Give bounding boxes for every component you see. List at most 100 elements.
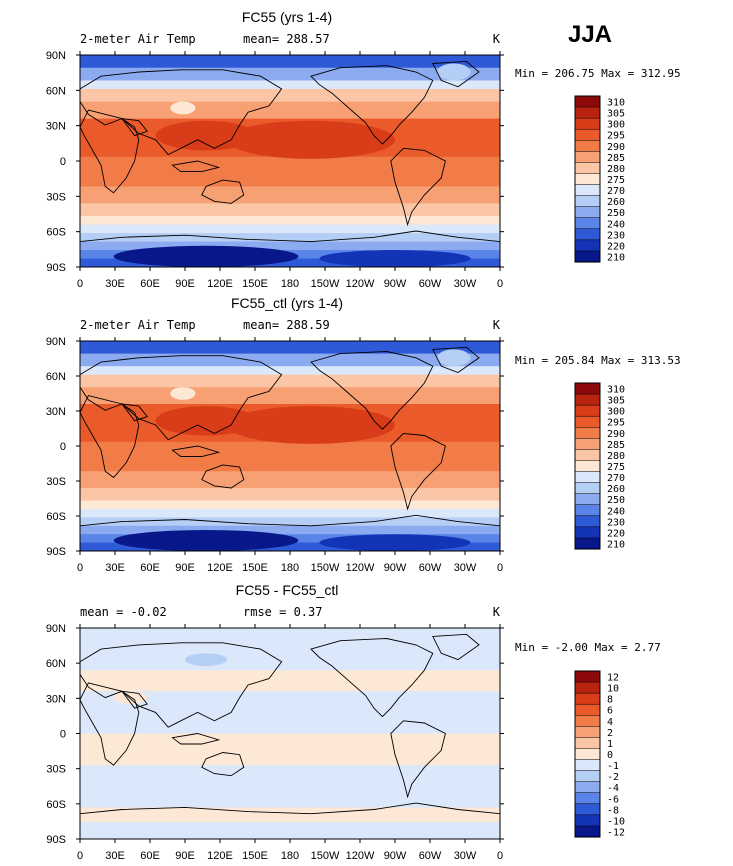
min-max-stats: Min = 205.84 Max = 313.53 bbox=[515, 354, 681, 367]
lat-tick-label: 60S bbox=[46, 511, 66, 523]
coastline bbox=[201, 464, 245, 489]
colorbar-label: 305 bbox=[607, 109, 625, 120]
lon-tick-label: 150E bbox=[242, 278, 268, 290]
temperature-band bbox=[80, 500, 500, 510]
colorbar-swatch bbox=[574, 703, 601, 716]
lon-tick-label: 90E bbox=[175, 562, 195, 574]
lon-tick-label: 0 bbox=[77, 278, 83, 290]
colorbar-label: 12 bbox=[607, 673, 619, 684]
cool-anomaly bbox=[185, 653, 227, 666]
map-area bbox=[80, 55, 500, 267]
lat-tick-label: 0 bbox=[60, 156, 66, 168]
colorbar-swatch bbox=[574, 803, 601, 816]
coastline bbox=[171, 160, 221, 173]
colorbar-swatch bbox=[574, 404, 601, 417]
coastline bbox=[80, 802, 500, 839]
colorbar-label: 210 bbox=[607, 539, 625, 550]
colorbar-frame bbox=[574, 382, 601, 550]
temperature-band bbox=[80, 366, 500, 376]
colorbar-swatch bbox=[574, 748, 601, 761]
lon-tick-label: 90E bbox=[175, 850, 195, 862]
panel-left-label: mean = -0.02 bbox=[80, 605, 167, 619]
coastline bbox=[390, 432, 446, 511]
colorbar-label: -8 bbox=[607, 805, 619, 816]
panel-title: FC55 - FC55_ctl bbox=[236, 582, 339, 598]
lon-tick-label: 60W bbox=[419, 850, 442, 862]
colorbar-swatch bbox=[574, 128, 601, 141]
colorbar-label: -12 bbox=[607, 827, 625, 838]
lon-tick-label: 60E bbox=[140, 562, 160, 574]
lon-tick-label: 120E bbox=[207, 850, 233, 862]
cold-core bbox=[113, 530, 299, 551]
colorbar-swatch bbox=[574, 726, 601, 738]
colorbar-swatch bbox=[574, 140, 601, 152]
lon-tick-label: 30W bbox=[454, 850, 477, 862]
colorbar-swatch bbox=[574, 162, 601, 175]
lon-tick-label: 150E bbox=[242, 562, 268, 574]
colorbar-swatch bbox=[574, 195, 601, 208]
temperature-band bbox=[80, 101, 500, 120]
lat-tick-label: 60N bbox=[46, 658, 66, 670]
temperature-band bbox=[80, 441, 500, 472]
lat-tick-label: 30N bbox=[46, 693, 66, 705]
lon-tick-label: 30E bbox=[105, 850, 125, 862]
colorbar-label: 275 bbox=[607, 462, 625, 473]
temperature-band bbox=[80, 55, 500, 69]
colorbar-label: 280 bbox=[607, 451, 625, 462]
lon-tick-label: 90W bbox=[384, 278, 407, 290]
lat-tick-label: 30S bbox=[46, 191, 66, 203]
coastline bbox=[310, 638, 434, 718]
temperature-band bbox=[80, 765, 500, 808]
lon-tick-label: 180 bbox=[281, 278, 299, 290]
temperature-band bbox=[80, 224, 500, 234]
temperature-band bbox=[80, 471, 500, 489]
colorbar-swatch bbox=[574, 825, 601, 838]
temperature-band bbox=[80, 80, 500, 90]
colorbar-label: 230 bbox=[607, 230, 625, 241]
warm-pool bbox=[227, 120, 395, 159]
temperature-band bbox=[80, 341, 500, 355]
temperature-band bbox=[80, 241, 500, 251]
colorbar-label: 210 bbox=[607, 252, 625, 263]
coastline bbox=[201, 752, 245, 777]
coastline bbox=[201, 179, 245, 204]
lon-tick-label: 120E bbox=[207, 278, 233, 290]
min-max-stats: Min = 206.75 Max = 312.95 bbox=[515, 67, 681, 80]
panel-left-label: 2-meter Air Temp bbox=[80, 32, 196, 46]
warm-anomaly bbox=[113, 691, 148, 704]
colorbar-label: 295 bbox=[607, 131, 625, 142]
lon-tick-label: 90W bbox=[384, 562, 407, 574]
lat-tick-label: 90S bbox=[46, 262, 66, 274]
colorbar-swatch bbox=[574, 482, 601, 495]
lat-tick-label: 60S bbox=[46, 799, 66, 811]
colorbar-swatch bbox=[574, 393, 601, 406]
min-max-stats: Min = -2.00 Max = 2.77 bbox=[515, 641, 661, 654]
colorbar-frame bbox=[574, 95, 601, 263]
lon-tick-label: 60E bbox=[140, 850, 160, 862]
colorbar-label: 280 bbox=[607, 164, 625, 175]
colorbar-swatch bbox=[574, 670, 601, 683]
colorbar-swatch bbox=[574, 117, 601, 130]
colorbar-swatch bbox=[574, 471, 601, 484]
colorbar-label: 260 bbox=[607, 484, 625, 495]
lon-tick-label: 120E bbox=[207, 562, 233, 574]
warm-pool bbox=[227, 406, 395, 444]
lat-tick-label: 30N bbox=[46, 121, 66, 133]
colorbar-swatch bbox=[574, 770, 601, 783]
colorbar-swatch bbox=[574, 537, 601, 550]
colorbar-swatch bbox=[574, 759, 601, 772]
colorbar-label: -4 bbox=[607, 783, 619, 794]
coastline bbox=[80, 514, 500, 551]
cold-core bbox=[319, 534, 471, 551]
lon-tick-label: 150W bbox=[311, 562, 340, 574]
colorbar-label: 240 bbox=[607, 219, 625, 230]
lon-tick-label: 180 bbox=[281, 562, 299, 574]
colorbar-swatch bbox=[574, 493, 601, 506]
colorbar-label: 310 bbox=[607, 385, 625, 396]
colorbar-swatch bbox=[574, 737, 601, 750]
colorbar-swatch bbox=[574, 239, 601, 252]
colorbar-label: 285 bbox=[607, 440, 625, 451]
lon-tick-label: 30W bbox=[454, 562, 477, 574]
colorbar-label: 0 bbox=[607, 750, 613, 761]
lat-tick-label: 0 bbox=[60, 729, 66, 741]
